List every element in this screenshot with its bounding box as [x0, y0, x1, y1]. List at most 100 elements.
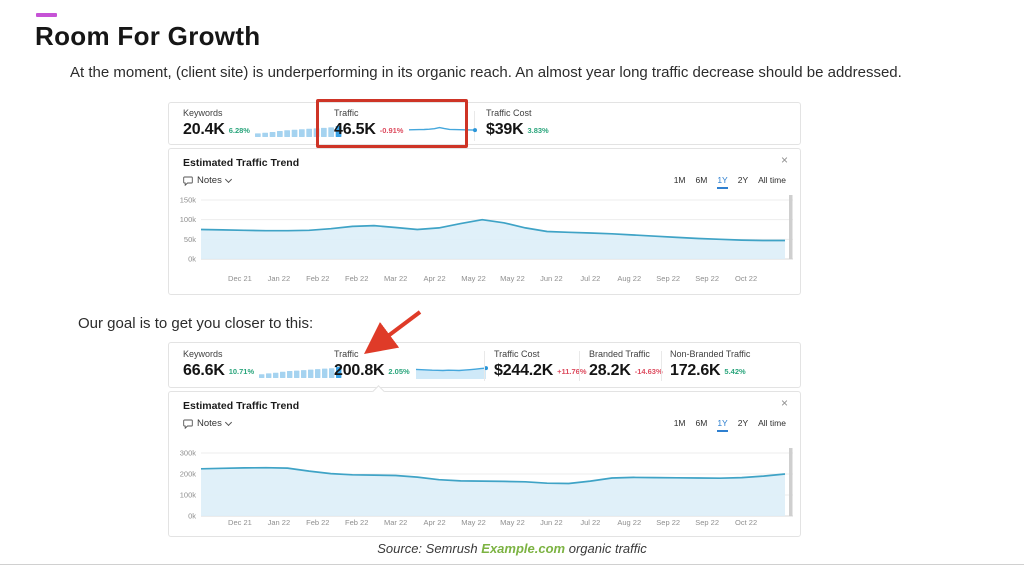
svg-text:Apr 22: Apr 22	[424, 274, 446, 283]
metric-value: 172.6K	[670, 362, 721, 379]
traffic-line-sparkline	[409, 126, 478, 133]
svg-text:Feb 22: Feb 22	[306, 274, 329, 283]
metric-branded-traffic: Branded Traffic 28.2K -14.63%	[589, 349, 663, 380]
svg-text:Feb 22: Feb 22	[345, 518, 368, 527]
time-range-option[interactable]: All time	[758, 418, 786, 428]
page-title: Room For Growth	[35, 21, 261, 51]
svg-text:May 22: May 22	[461, 518, 486, 527]
goal-trend-panel: Estimated Traffic Trend × Notes 1M 6M 1Y…	[168, 385, 801, 537]
time-range-option[interactable]: 1M	[673, 175, 686, 185]
accent-dash	[36, 13, 57, 17]
svg-text:Mar 22: Mar 22	[384, 274, 407, 283]
svg-text:300k: 300k	[180, 449, 197, 458]
time-range-option[interactable]: 6M	[695, 175, 708, 185]
metric-value: $244.2K	[494, 362, 554, 379]
time-range-option[interactable]: 1M	[673, 418, 686, 428]
metric-change: -14.63%	[634, 366, 663, 376]
svg-text:Feb 22: Feb 22	[306, 518, 329, 527]
svg-text:Aug 22: Aug 22	[617, 274, 641, 283]
panel-title: Estimated Traffic Trend	[183, 400, 300, 412]
source-prefix: Source: Semrush	[377, 541, 482, 556]
metric-value: 28.2K	[589, 362, 631, 379]
metric-change: 5.42%	[724, 366, 746, 376]
svg-text:150k: 150k	[180, 196, 197, 205]
svg-text:Sep 22: Sep 22	[695, 518, 719, 527]
svg-text:0k: 0k	[188, 512, 196, 521]
time-range-option[interactable]: 6M	[695, 418, 708, 428]
svg-text:100k: 100k	[180, 491, 197, 500]
keywords-bar-sparkline	[254, 126, 342, 137]
goal-text: Our goal is to get you closer to this:	[78, 315, 314, 332]
svg-text:Sep 22: Sep 22	[695, 274, 719, 283]
metric-label: Branded Traffic	[589, 349, 650, 359]
svg-text:Jul 22: Jul 22	[580, 518, 600, 527]
divider	[661, 351, 662, 381]
svg-text:May 22: May 22	[500, 518, 525, 527]
keywords-bar-sparkline	[259, 366, 342, 378]
current-trend-panel: Estimated Traffic Trend × Notes 1M 6M 1Y…	[168, 148, 801, 295]
svg-text:Jul 22: Jul 22	[580, 274, 600, 283]
traffic-trend-chart-current: 150k 100k 50k 0k Dec 21 Jan 22 Feb 22 Feb 22 Mar…	[180, 195, 793, 283]
svg-text:Dec 21: Dec 21	[228, 518, 252, 527]
notes-dropdown[interactable]: Notes	[183, 418, 232, 429]
current-metrics-card: Keywords 20.4K 6.28% Traffic 46.5K -0.91…	[168, 102, 801, 145]
divider	[579, 351, 580, 381]
metric-value: 66.6K	[183, 362, 225, 379]
notes-icon	[183, 419, 193, 429]
metric-change: 10.71%	[228, 366, 255, 376]
divider	[474, 111, 475, 141]
source-link[interactable]: Example.com	[481, 541, 566, 556]
notes-icon	[183, 176, 193, 186]
svg-text:May 22: May 22	[461, 274, 486, 283]
svg-text:Sep 22: Sep 22	[656, 274, 680, 283]
svg-text:Jan 22: Jan 22	[268, 518, 291, 527]
metric-label: Non-Branded Traffic	[670, 349, 751, 359]
svg-text:May 22: May 22	[500, 274, 525, 283]
svg-text:Jan 22: Jan 22	[268, 274, 291, 283]
metric-traffic: Traffic 200.8K 2.05%	[334, 349, 492, 380]
svg-text:Jun 22: Jun 22	[540, 518, 563, 527]
metric-label: Traffic	[334, 349, 359, 359]
svg-text:Aug 22: Aug 22	[617, 518, 641, 527]
metric-non-branded-traffic: Non-Branded Traffic 172.6K 5.42%	[670, 349, 750, 380]
metric-label: Keywords	[183, 108, 223, 118]
time-range-option[interactable]: 2Y	[737, 175, 749, 185]
metric-value: 200.8K	[334, 362, 385, 379]
notes-dropdown[interactable]: Notes	[183, 175, 232, 186]
metric-change: -0.91%	[379, 125, 404, 135]
time-range-option-selected[interactable]: 1Y	[717, 418, 728, 432]
svg-text:100k: 100k	[180, 215, 197, 224]
time-range-option-selected[interactable]: 1Y	[717, 175, 728, 189]
metric-keywords: Keywords 20.4K 6.28%	[183, 108, 344, 139]
time-range-selector: 1M 6M 1Y 2Y All time	[674, 418, 786, 432]
close-icon[interactable]: ×	[780, 153, 788, 167]
metric-keywords: Keywords 66.6K 10.71%	[183, 349, 344, 380]
time-range-option[interactable]: 2Y	[737, 418, 749, 428]
time-range-option[interactable]: All time	[758, 175, 786, 185]
metric-traffic-cost: Traffic Cost $244.2K +11.76%	[494, 349, 587, 380]
intro-text: At the moment, (client site) is underper…	[70, 64, 902, 81]
metric-traffic-cost: Traffic Cost $39K 3.83%	[486, 108, 549, 139]
metric-value: 20.4K	[183, 121, 225, 138]
svg-text:Oct 22: Oct 22	[735, 274, 757, 283]
metric-change: 3.83%	[527, 125, 549, 135]
traffic-line-sparkline	[415, 366, 488, 379]
metric-change: 2.05%	[388, 366, 410, 376]
close-icon[interactable]: ×	[780, 396, 788, 410]
metric-traffic: Traffic 46.5K -0.91%	[334, 108, 481, 139]
svg-text:Mar 22: Mar 22	[384, 518, 407, 527]
notes-label: Notes	[197, 418, 222, 429]
svg-text:Apr 22: Apr 22	[424, 518, 446, 527]
svg-text:200k: 200k	[180, 470, 197, 479]
svg-text:Sep 22: Sep 22	[656, 518, 680, 527]
svg-text:0k: 0k	[188, 255, 196, 264]
metric-label: Traffic	[334, 108, 359, 118]
goal-metrics-card: Keywords 66.6K 10.71% Traffic 200.8K 2.0…	[168, 342, 801, 388]
svg-text:Feb 22: Feb 22	[345, 274, 368, 283]
annotation-arrow-icon	[364, 310, 422, 354]
svg-text:Oct 22: Oct 22	[735, 518, 757, 527]
svg-text:Dec 21: Dec 21	[228, 274, 252, 283]
source-suffix: organic traffic	[565, 541, 647, 556]
time-range-selector: 1M 6M 1Y 2Y All time	[674, 175, 786, 189]
chevron-down-icon	[224, 418, 232, 426]
